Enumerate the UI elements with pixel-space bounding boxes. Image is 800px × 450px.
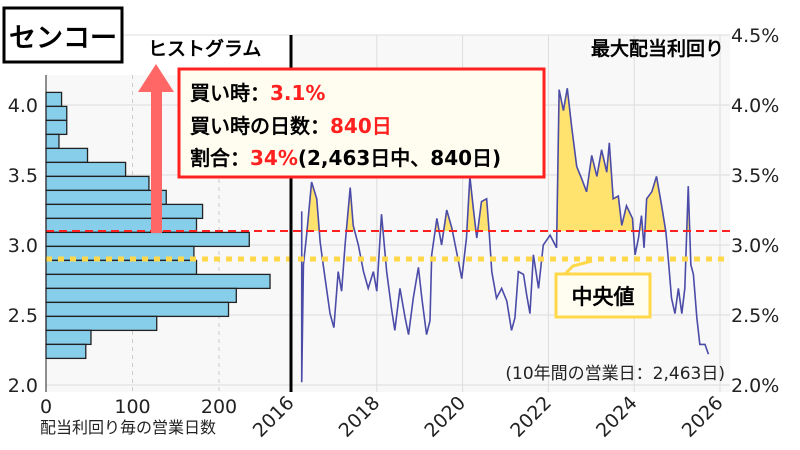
right-y-tick-label: 2.0% bbox=[731, 375, 779, 397]
histogram-bar bbox=[45, 315, 158, 332]
histogram-bar bbox=[45, 91, 63, 108]
annotation-box bbox=[177, 67, 546, 179]
right-axis-label: 最大配当利回り bbox=[591, 37, 724, 60]
histogram-bar bbox=[45, 161, 127, 178]
right-y-tick-label: 3.0% bbox=[731, 235, 779, 257]
histogram-bar bbox=[45, 231, 250, 248]
histogram-bar bbox=[45, 273, 271, 290]
left-y-tick-label: 3.5 bbox=[8, 165, 38, 187]
left-y-tick-label: 3.0 bbox=[8, 235, 38, 257]
line-x-tick-label: 2022 bbox=[506, 392, 556, 442]
buy-point-text: 買い時：3.1% bbox=[190, 81, 325, 105]
buy-days-text: 買い時の日数：840日 bbox=[190, 114, 392, 138]
histogram-bar bbox=[45, 119, 68, 136]
line-x-tick-label: 2024 bbox=[592, 392, 642, 442]
hist-x-label: 配当利回り毎の営業日数 bbox=[40, 418, 216, 437]
histogram-bar bbox=[45, 301, 230, 318]
histogram-bar bbox=[45, 133, 60, 150]
histogram-bars bbox=[45, 91, 271, 360]
yield-line bbox=[300, 88, 710, 383]
line-x-tick-label: 2026 bbox=[678, 392, 728, 442]
histogram-bar bbox=[45, 147, 89, 164]
footnote: (10年間の営業日：2,463日) bbox=[505, 364, 725, 384]
hist-x-tick-label: 200 bbox=[201, 396, 237, 418]
left-y-tick-label: 2.0 bbox=[8, 375, 38, 397]
histogram-bar bbox=[45, 287, 237, 304]
histogram-bar bbox=[45, 217, 198, 234]
hist-x-tick-label: 0 bbox=[40, 396, 52, 418]
median-label: 中央値 bbox=[572, 285, 635, 309]
histogram-bar bbox=[45, 105, 68, 122]
right-y-tick-label: 4.0% bbox=[731, 95, 779, 117]
buy-zone-fill bbox=[301, 88, 709, 231]
histogram-bar bbox=[45, 343, 87, 360]
histogram-label: ヒストグラム bbox=[148, 37, 261, 60]
company-title: センコー bbox=[9, 23, 117, 54]
histogram-bar bbox=[45, 329, 92, 346]
right-y-tick-label: 4.5% bbox=[731, 25, 779, 47]
line-x-tick-label: 2016 bbox=[249, 392, 299, 442]
title-box bbox=[2, 6, 124, 64]
right-y-tick-label: 3.5% bbox=[731, 165, 779, 187]
histogram-bar bbox=[45, 203, 204, 220]
left-y-tick-label: 2.5 bbox=[8, 305, 38, 327]
ratio-text: 割合：34%(2,463日中、840日) bbox=[190, 146, 501, 170]
buy-arrow-icon bbox=[138, 64, 174, 233]
hist-x-tick-label: 100 bbox=[114, 396, 150, 418]
histogram-bar bbox=[45, 259, 198, 276]
right-y-tick-label: 2.5% bbox=[731, 305, 779, 327]
histogram-bar bbox=[45, 189, 167, 206]
line-x-tick-label: 2020 bbox=[420, 392, 470, 442]
median-label-box bbox=[554, 272, 652, 319]
left-y-tick-label: 4.0 bbox=[8, 95, 38, 117]
line-x-tick-label: 2018 bbox=[335, 392, 385, 442]
histogram-bar bbox=[45, 175, 150, 192]
